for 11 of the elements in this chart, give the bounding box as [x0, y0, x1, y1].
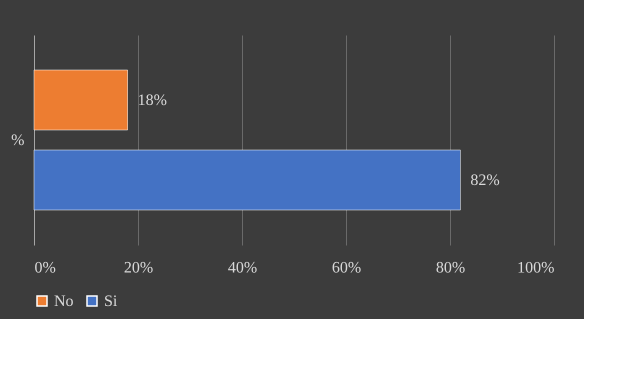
x-tick-label: 0%: [34, 260, 56, 276]
x-tick-label: 80%: [436, 260, 466, 276]
x-tick-label: 20%: [124, 260, 154, 276]
legend-label: Si: [104, 293, 118, 310]
x-tick-label: 60%: [332, 260, 362, 276]
data-label: 18%: [138, 92, 167, 109]
data-label: 82%: [470, 172, 500, 189]
x-tick-label: 100%: [517, 260, 554, 276]
x-tick-label: 40%: [228, 260, 258, 276]
y-tick-label: %: [11, 132, 24, 149]
legend-label: No: [54, 293, 74, 310]
